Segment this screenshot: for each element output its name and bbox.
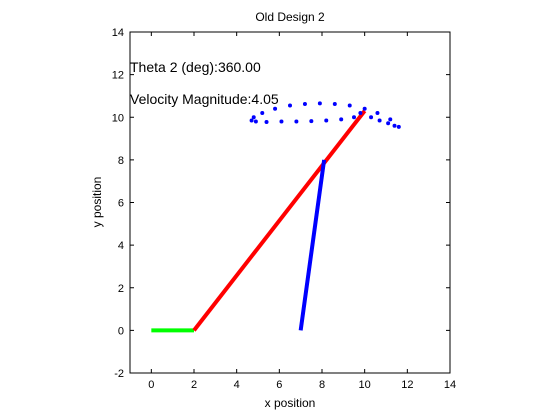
- x-axis-label: x position: [265, 396, 316, 410]
- trajectory-point: [388, 117, 393, 122]
- trajectory-point: [260, 110, 265, 115]
- x-tick-label: 8: [319, 379, 325, 391]
- trajectory-point: [324, 118, 329, 123]
- trajectory-point: [396, 124, 401, 129]
- x-tick-label: 2: [191, 379, 197, 391]
- trajectory-point: [253, 119, 258, 124]
- trajectory-point: [249, 118, 254, 123]
- y-tick-label: 14: [112, 27, 124, 39]
- x-tick-label: 14: [444, 379, 456, 391]
- series-1-line: [192, 109, 367, 332]
- axis-ticks: 0 2 4 6 8 10 12 14 -2 0 2 4 6 8 10 12 14: [112, 27, 456, 391]
- trajectory-point: [347, 103, 352, 108]
- trajectory-point: [264, 119, 269, 124]
- y-tick-label: 10: [112, 112, 124, 124]
- velocity-annotation: Velocity Magnitude:4.05: [130, 91, 279, 107]
- trajectory-point: [386, 121, 391, 126]
- trajectory-point: [251, 115, 256, 120]
- x-tick-label: 10: [359, 379, 371, 391]
- theta-annotation: Theta 2 (deg):360.00: [130, 59, 261, 75]
- trajectory-point: [273, 106, 278, 111]
- trajectory-point: [352, 115, 356, 120]
- trajectory-point: [369, 115, 374, 120]
- y-tick-label: 2: [118, 283, 124, 295]
- y-tick-label: 0: [118, 325, 124, 337]
- trajectory-point: [362, 106, 367, 111]
- y-tick-label: -2: [114, 368, 124, 380]
- y-tick-label: 6: [118, 198, 124, 210]
- y-axis-label: y position: [90, 177, 104, 228]
- trajectory-point: [317, 101, 322, 106]
- y-tick-label: 8: [118, 155, 124, 167]
- trajectory-point: [392, 123, 397, 128]
- trajectory-point: [302, 102, 307, 107]
- y-tick-label: 4: [118, 240, 124, 252]
- trajectory-point: [288, 103, 292, 108]
- series-2-line: [298, 159, 327, 331]
- trajectory-point: [332, 102, 337, 107]
- x-tick-label: 0: [148, 379, 154, 391]
- trajectory-point: [294, 119, 299, 124]
- trajectory-point: [279, 119, 284, 124]
- trajectory-point: [375, 110, 380, 115]
- trajectory-point: [309, 119, 314, 124]
- plot-frame: [129, 31, 451, 374]
- plot-marks: [151, 101, 401, 333]
- trajectory-point: [339, 117, 344, 122]
- x-tick-label: 4: [234, 379, 240, 391]
- chart-title: Old Design 2: [255, 10, 325, 24]
- y-tick-label: 12: [112, 70, 124, 82]
- trajectory-point: [358, 110, 363, 115]
- x-tick-label: 6: [276, 379, 282, 391]
- trajectory-point: [377, 118, 382, 123]
- x-tick-label: 12: [401, 379, 413, 391]
